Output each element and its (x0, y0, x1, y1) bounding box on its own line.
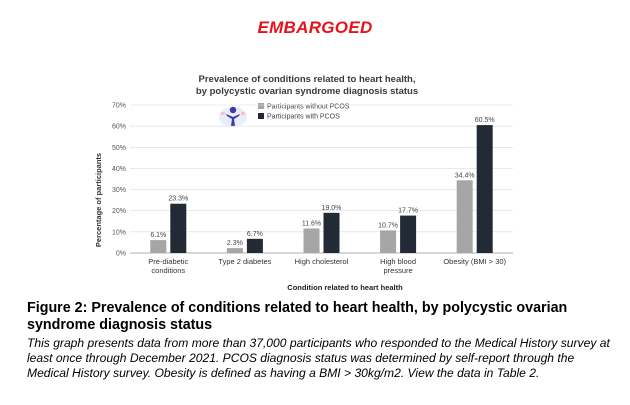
chart-legend: Participants without PCOS Participants wi… (258, 103, 350, 121)
bar (476, 125, 493, 253)
bar (323, 212, 340, 253)
x-tick-label: Obesity (BMI > 30) (443, 257, 506, 266)
y-tick-label: 30% (112, 187, 126, 194)
data-label: 60.5% (475, 117, 495, 124)
legend-label: Participants without PCOS (267, 104, 350, 111)
x-tick-label: conditions (151, 266, 185, 275)
bar (226, 248, 243, 253)
bar (303, 228, 320, 253)
data-label: 6.1% (150, 232, 166, 239)
data-label: 34.4% (455, 172, 475, 179)
embargo-label: EMBARGOED (257, 18, 373, 37)
y-tick-label: 20% (112, 208, 126, 215)
bar (170, 203, 187, 253)
y-axis-label: Percentage of participants (95, 153, 103, 247)
y-tick-label: 0% (116, 251, 126, 258)
data-label: 23.3% (168, 196, 188, 203)
data-label: 6.7% (247, 231, 263, 238)
bar (380, 230, 397, 253)
bar (150, 240, 167, 253)
x-tick-label: High blood (380, 257, 416, 266)
data-label: 19.0% (322, 205, 342, 212)
x-tick-label: High cholesterol (295, 257, 349, 266)
chart-container: Prevalence of conditions related to hear… (94, 70, 520, 295)
bar (246, 238, 263, 253)
bar (400, 215, 417, 253)
legend-swatch (258, 103, 264, 109)
mascot-icon (219, 106, 247, 127)
bar (456, 180, 473, 253)
x-axis-label: Condition related to heart health (287, 283, 403, 292)
chart-title-line1: Prevalence of conditions related to hear… (199, 74, 416, 85)
data-label: 11.6% (302, 220, 321, 227)
bar-chart: Prevalence of conditions related to hear… (94, 74, 513, 292)
chart-title-line2: by polycystic ovarian syndrome diagnosis… (196, 86, 418, 97)
data-label: 10.7% (378, 222, 398, 229)
y-tick-label: 70% (112, 103, 126, 110)
figure-caption-body: This graph presents data from more than … (27, 336, 610, 380)
x-tick-label: Type 2 diabetes (218, 257, 271, 266)
figure-caption-title: Figure 2: Prevalence of conditions relat… (27, 300, 568, 333)
y-tick-label: 40% (112, 166, 126, 173)
data-label: 17.7% (398, 208, 418, 215)
y-tick-label: 50% (112, 145, 126, 152)
x-tick-label: Pre-diabetic (148, 257, 188, 266)
legend-label: Participants with PCOS (267, 114, 340, 121)
legend-swatch (258, 113, 264, 119)
data-label: 2.3% (227, 240, 243, 247)
y-tick-label: 10% (112, 229, 126, 236)
y-tick-label: 60% (112, 124, 126, 131)
x-tick-label: pressure (384, 266, 413, 275)
